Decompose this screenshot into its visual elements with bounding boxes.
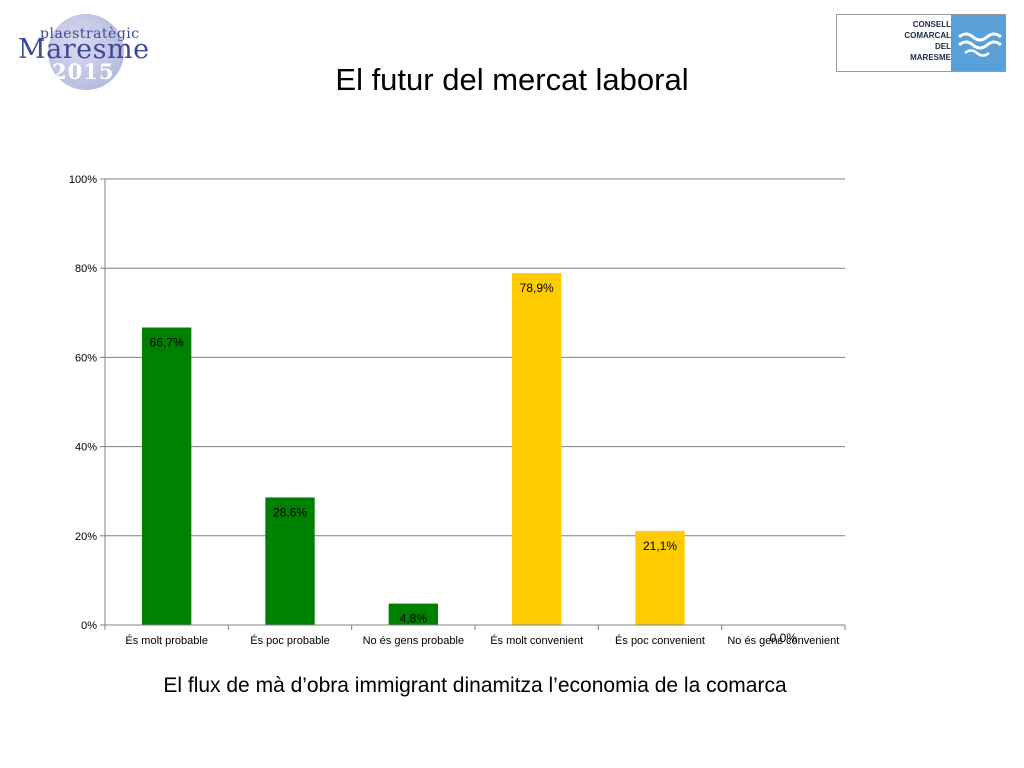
consell-logo-text: CONSELL COMARCAL DEL MARESME — [877, 19, 951, 63]
consell-comarcal-logo: CONSELL COMARCAL DEL MARESME — [836, 14, 1006, 72]
y-tick-label: 20% — [75, 531, 97, 543]
consell-emblem-icon — [951, 15, 1006, 71]
bar — [142, 327, 192, 625]
x-category-label: No és gens convenient — [727, 635, 839, 647]
bar — [388, 603, 438, 625]
x-category-label: És molt convenient — [490, 634, 583, 647]
consell-logo-line: COMARCAL — [904, 31, 951, 40]
data-label: 21,1% — [643, 539, 677, 553]
y-tick-label: 60% — [75, 352, 97, 364]
logo-text-year: 2015 — [52, 59, 115, 84]
x-category-label: És poc probable — [250, 634, 330, 647]
bar — [265, 497, 315, 625]
logo-text-maresme: Maresme — [18, 34, 150, 65]
consell-logo-line: CONSELL — [912, 20, 951, 29]
bar — [635, 530, 685, 625]
logo-circle — [48, 14, 124, 90]
data-label: 0,0% — [770, 631, 798, 645]
consell-logo-line: DEL — [935, 42, 951, 51]
data-label: 4,8% — [400, 612, 428, 626]
chart-caption: El flux de mà d’obra immigrant dinamitza… — [163, 674, 787, 697]
page-title: El futur del mercat laboral — [335, 62, 689, 97]
y-tick-label: 40% — [75, 442, 97, 454]
x-category-label: És molt probable — [125, 634, 208, 647]
bar — [512, 273, 562, 625]
logo-text-pla: plaestratègic — [40, 26, 140, 42]
y-tick-label: 100% — [69, 174, 97, 186]
plaestrategic-logo: plaestratègic Maresme 2015 — [10, 6, 160, 96]
consell-logo-line: MARESME — [910, 53, 951, 62]
data-label: 78,9% — [520, 281, 554, 295]
data-label: 66,7% — [150, 336, 184, 350]
x-category-label: És poc convenient — [615, 634, 705, 647]
y-tick-label: 80% — [75, 263, 97, 275]
data-label: 28,6% — [273, 505, 307, 519]
y-tick-label: 0% — [81, 620, 97, 632]
x-category-label: No és gens probable — [363, 635, 465, 647]
